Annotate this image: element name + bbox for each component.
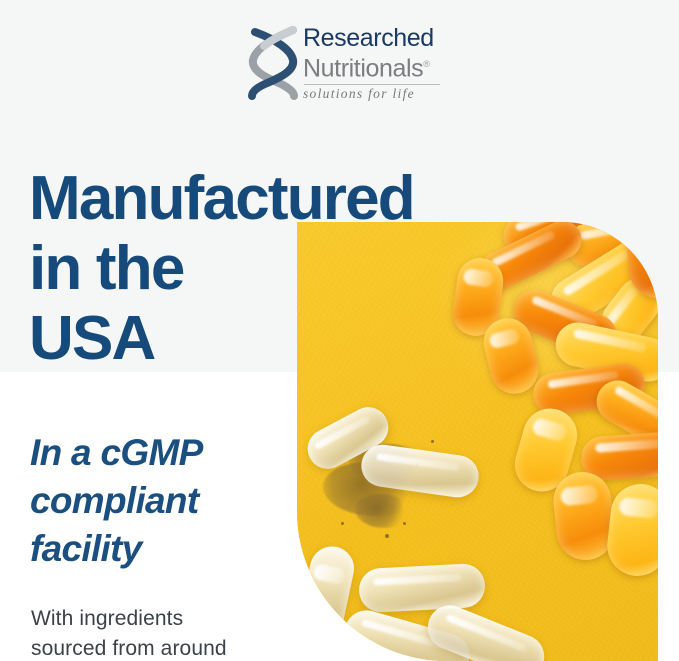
subheadline-line-1: In a cGMP — [30, 431, 203, 473]
brand-name-line2-text: Nutritionals — [303, 54, 424, 83]
powder-capsule — [357, 562, 487, 614]
subheadline-line-2: compliant — [30, 479, 199, 521]
brand-name-line2: Nutritionals® — [303, 51, 440, 82]
subheadline: In a cGMP compliant facility — [30, 429, 292, 573]
headline-line-3: USA — [29, 303, 156, 373]
logo-divider — [304, 84, 440, 86]
subheadline-line-3: facility — [30, 527, 142, 569]
headline-line-1: Manufactured — [29, 163, 416, 233]
powder-speck — [403, 522, 406, 525]
registered-trademark-icon: ® — [423, 59, 430, 69]
powder-speck — [341, 522, 344, 525]
capsules-photo — [297, 222, 658, 661]
body-copy-line-1: With ingredients — [31, 607, 184, 630]
powder-speck — [385, 534, 389, 538]
body-copy-line-2: sourced from around — [31, 637, 227, 660]
powder-speck — [431, 440, 434, 443]
dna-helix-icon — [248, 26, 298, 100]
headline: Manufactured in the USA — [29, 163, 416, 374]
spilled-powder — [355, 494, 409, 528]
brand-logo[interactable]: Researched Nutritionals® solutions for l… — [247, 24, 440, 104]
brand-wordmark: Researched Nutritionals® solutions for l… — [303, 24, 440, 101]
brand-tagline: solutions for life — [303, 86, 415, 102]
body-copy: With ingredients sourced from around the… — [31, 604, 281, 661]
brand-name-line1: Researched — [303, 24, 434, 52]
headline-line-2: in the — [29, 233, 185, 303]
